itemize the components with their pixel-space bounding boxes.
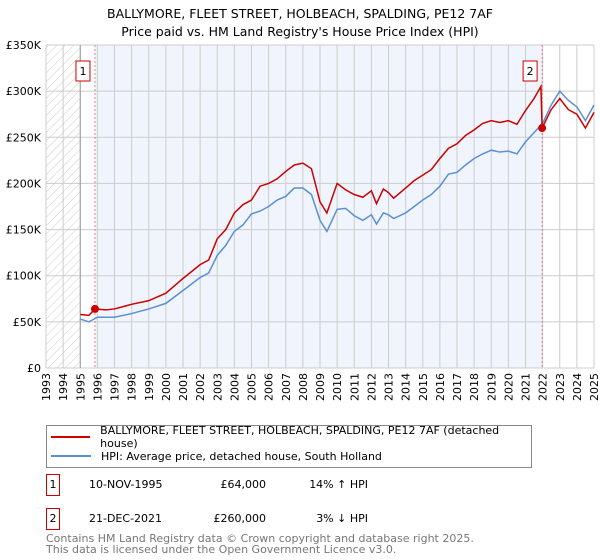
annotation-label: 2 (527, 65, 534, 78)
legend-item-hpi: HPI: Average price, detached house, Sout… (51, 447, 382, 465)
x-tick-label: 2019 (485, 373, 498, 401)
x-tick-label: 2018 (468, 373, 481, 401)
y-tick-label: £100K (6, 270, 42, 283)
sale-price: £64,000 (220, 478, 267, 491)
legend: BALLYMORE, FLEET STREET, HOLBEACH, SPALD… (46, 424, 532, 468)
x-tick-label: 2002 (194, 373, 207, 401)
hpi-line (80, 89, 595, 323)
x-tick-label: 2024 (571, 373, 584, 401)
x-tick-label: 2013 (383, 373, 396, 401)
ownership-shade (94, 45, 543, 368)
y-tick-label: £350K (6, 39, 42, 52)
chart-subtitle: Price paid vs. HM Land Registry's House … (121, 24, 479, 39)
x-tick-label: 2015 (417, 373, 430, 401)
x-tick-label: 2011 (348, 373, 361, 401)
x-tick-label: 1996 (91, 373, 104, 401)
x-tick-label: 1997 (109, 373, 122, 401)
footer: Contains HM Land Registry data © Crown c… (46, 533, 474, 555)
x-tick-label: 2021 (520, 373, 533, 401)
sale-badge: 2 (46, 508, 60, 530)
y-tick-label: £250K (6, 131, 42, 144)
sale-badge: 1 (46, 474, 60, 496)
legend-item-property: BALLYMORE, FLEET STREET, HOLBEACH, SPALD… (51, 424, 531, 450)
x-tick-label: 2006 (263, 373, 276, 401)
x-tick-label: 2005 (246, 373, 259, 401)
x-tick-label: 2008 (297, 373, 310, 401)
sale-date: 21-DEC-2021 (89, 512, 163, 525)
legend-swatch-blue (51, 455, 91, 457)
x-tick-label: 2025 (588, 373, 600, 401)
legend-swatch-red (51, 436, 91, 438)
x-tick-label: 2020 (502, 373, 515, 401)
sale-price: £260,000 (213, 512, 267, 525)
x-tick-label: 2010 (331, 373, 344, 401)
sale-hpi-diff: 3% ↓ HPI (316, 512, 368, 525)
y-tick-label: £300K (6, 85, 42, 98)
x-tick-label: 2009 (314, 373, 327, 401)
sale-point (538, 124, 547, 133)
price-paid-line (80, 83, 595, 317)
legend-label: BALLYMORE, FLEET STREET, HOLBEACH, SPALD… (100, 424, 500, 450)
x-tick-label: 2007 (280, 373, 293, 401)
legend-label: HPI: Average price, detached house, Sout… (101, 449, 382, 463)
sale-date: 10-NOV-1995 (89, 478, 163, 491)
footer-line: This data is licensed under the Open Gov… (46, 543, 397, 556)
x-tick-label: 2004 (228, 373, 241, 401)
x-tick-label: 2012 (365, 373, 378, 401)
x-tick-label: 2017 (451, 373, 464, 401)
sale-point (90, 304, 99, 313)
chart-plot: 1993 1994 1995 1996 1997 1998 1999 2000 2001 2002… (6, 39, 600, 401)
x-tick-label: 1995 (74, 373, 87, 401)
x-tick-label: 1993 (40, 373, 53, 401)
x-tick-label: 1999 (143, 373, 156, 401)
y-tick-label: £0 (27, 362, 41, 375)
x-tick-label: 2022 (537, 373, 550, 401)
x-tick-label: 1998 (126, 373, 139, 401)
x-tick-label: 2014 (400, 373, 413, 401)
x-tick-label: 2000 (160, 373, 173, 401)
x-tick-label: 2023 (554, 373, 567, 401)
x-tick-label: 2016 (434, 373, 447, 401)
x-tick-label: 2001 (177, 373, 190, 401)
sale-hpi-diff: 14% ↑ HPI (309, 478, 368, 491)
y-tick-label: £150K (6, 224, 42, 237)
y-tick-label: £50K (13, 316, 42, 329)
annotation-label: 1 (79, 65, 86, 78)
y-tick-label: £200K (6, 177, 42, 190)
chart-title: BALLYMORE, FLEET STREET, HOLBEACH, SPALD… (107, 6, 493, 21)
annotation-box (522, 60, 538, 82)
footer-line: Contains HM Land Registry data © Crown c… (46, 532, 474, 545)
x-tick-label: 1994 (57, 373, 70, 401)
annotation-box (75, 60, 91, 82)
x-tick-label: 2003 (211, 373, 224, 401)
